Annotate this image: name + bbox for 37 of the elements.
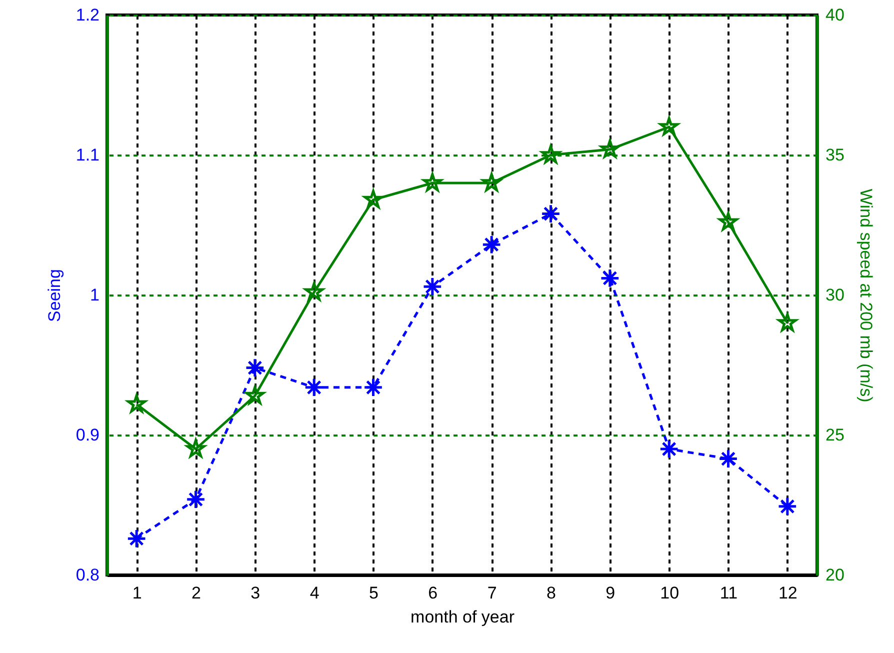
y2-tick-label: 40 [826, 6, 844, 24]
point [304, 377, 324, 398]
x-axis-title: month of year [410, 608, 515, 626]
y2-axis-title: Wind speed at 200 mb (m/s) [856, 188, 876, 402]
x-tick-label: 3 [250, 584, 260, 602]
y2-tick-label: 30 [826, 286, 844, 304]
x-tick-label: 6 [428, 584, 438, 602]
point [186, 489, 206, 510]
y2-tick-label: 20 [826, 566, 844, 584]
x-tick-label: 2 [192, 584, 201, 602]
point [778, 496, 798, 516]
x-tick-label: 11 [720, 584, 738, 602]
y2-tick-label: 25 [826, 426, 844, 444]
x-tick-label: 7 [487, 584, 497, 602]
point [718, 448, 738, 469]
x-tick-label: 10 [660, 584, 680, 602]
point [422, 276, 442, 297]
point [659, 439, 679, 459]
x-tick-label: 4 [310, 584, 320, 602]
y-tick-label: 1.2 [76, 6, 100, 24]
x-tick-label: 12 [778, 584, 798, 602]
y-axis-title: Seeing [44, 269, 64, 322]
y-tick-label: 1.1 [76, 146, 100, 164]
y2-tick-label: 35 [826, 146, 844, 164]
x-tick-label: 5 [369, 584, 378, 602]
y-tick-label: 0.9 [76, 426, 100, 444]
point [540, 204, 561, 224]
x-tick-label: 8 [546, 584, 556, 602]
x-tick-label: 1 [132, 584, 142, 602]
point [482, 234, 502, 255]
y-tick-label: 0.8 [76, 566, 100, 584]
x-tick-label: 9 [606, 584, 616, 602]
point [245, 358, 265, 378]
point [600, 268, 620, 288]
point [126, 528, 146, 549]
y-tick-label: 1 [90, 286, 100, 304]
point [363, 377, 384, 398]
